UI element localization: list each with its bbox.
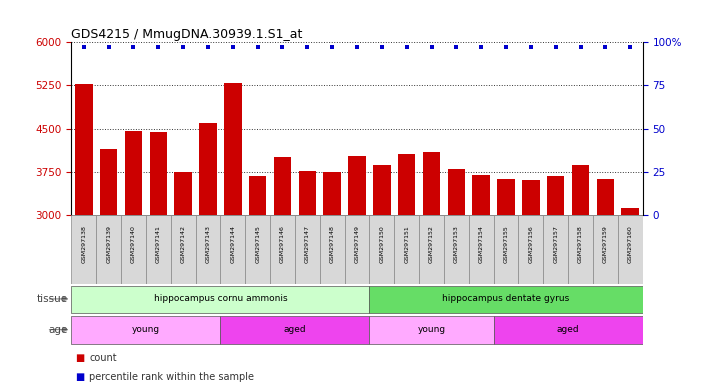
Bar [369,215,394,284]
Bar [493,316,643,344]
Text: percentile rank within the sample: percentile rank within the sample [89,372,254,382]
Text: ■: ■ [75,353,84,363]
Bar [621,207,639,215]
Text: count: count [89,353,117,363]
Bar [71,215,96,284]
Text: GSM297154: GSM297154 [478,225,483,263]
Bar [473,175,490,215]
Text: GSM297155: GSM297155 [503,225,508,263]
Bar [171,215,196,284]
Bar [444,215,469,284]
Text: GSM297151: GSM297151 [404,225,409,263]
Bar [298,171,316,215]
Text: GSM297150: GSM297150 [379,225,384,263]
Text: GSM297149: GSM297149 [354,225,360,263]
Text: GSM297157: GSM297157 [553,225,558,263]
Bar [224,83,241,215]
Text: GSM297138: GSM297138 [81,225,86,263]
Bar [221,316,369,344]
Text: tissue: tissue [36,294,68,304]
Text: young: young [132,325,160,334]
Text: age: age [49,324,68,334]
Bar [423,152,441,215]
Text: GSM297159: GSM297159 [603,225,608,263]
Text: GSM297146: GSM297146 [280,225,285,263]
Bar [71,286,369,313]
Text: GSM297140: GSM297140 [131,225,136,263]
Bar [398,154,416,215]
Text: aged: aged [283,325,306,334]
Bar [221,215,245,284]
Text: GSM297152: GSM297152 [429,225,434,263]
Text: GSM297142: GSM297142 [181,225,186,263]
Text: GSM297147: GSM297147 [305,225,310,263]
Bar [273,157,291,215]
Text: GSM297139: GSM297139 [106,225,111,263]
Bar [369,316,493,344]
Bar [348,156,366,215]
Text: GSM297148: GSM297148 [330,225,335,263]
Bar [469,215,493,284]
Bar [75,84,93,215]
Text: GSM297145: GSM297145 [255,225,260,263]
Text: ■: ■ [75,372,84,382]
Bar [245,215,270,284]
Bar [518,215,543,284]
Bar [146,215,171,284]
Bar [295,215,320,284]
Bar [394,215,419,284]
Text: GSM297153: GSM297153 [454,225,459,263]
Bar [199,124,216,215]
Bar [543,215,568,284]
Text: GSM297143: GSM297143 [206,225,211,263]
Bar [96,215,121,284]
Bar [498,179,515,215]
Bar [369,286,643,313]
Bar [121,215,146,284]
Text: GDS4215 / MmugDNA.30939.1.S1_at: GDS4215 / MmugDNA.30939.1.S1_at [71,28,303,41]
Bar [323,172,341,215]
Bar [568,215,593,284]
Bar [150,131,167,215]
Text: young: young [418,325,446,334]
Bar [593,215,618,284]
Bar [196,215,221,284]
Bar [597,179,614,215]
Bar [522,180,540,215]
Text: GSM297160: GSM297160 [628,225,633,263]
Text: hippocampus cornu ammonis: hippocampus cornu ammonis [154,295,287,303]
Bar [249,176,266,215]
Text: GSM297158: GSM297158 [578,225,583,263]
Bar [373,165,391,215]
Bar [493,215,518,284]
Bar [71,316,221,344]
Bar [320,215,345,284]
Bar [448,169,465,215]
Bar [100,149,117,215]
Text: GSM297144: GSM297144 [231,225,236,263]
Bar [547,176,564,215]
Bar [572,165,589,215]
Text: aged: aged [557,325,579,334]
Bar [270,215,295,284]
Text: hippocampus dentate gyrus: hippocampus dentate gyrus [443,295,570,303]
Bar [419,215,444,284]
Bar [125,131,142,215]
Text: GSM297141: GSM297141 [156,225,161,263]
Bar [174,172,192,215]
Text: GSM297156: GSM297156 [528,225,533,263]
Bar [618,215,643,284]
Bar [345,215,369,284]
